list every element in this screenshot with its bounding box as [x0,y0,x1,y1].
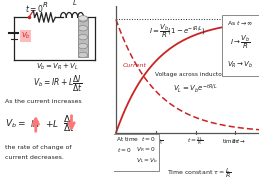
Ellipse shape [78,34,88,40]
Text: $V_b =$: $V_b =$ [5,117,25,130]
Text: $t=\frac{L}{R}$: $t=\frac{L}{R}$ [149,135,163,147]
Ellipse shape [78,17,88,22]
Text: $t = 0$: $t = 0$ [25,3,44,14]
Text: As $t \rightarrow \infty$: As $t \rightarrow \infty$ [227,19,253,27]
Text: $V_L = V_b e^{-tR/L}$: $V_L = V_b e^{-tR/L}$ [173,83,218,95]
Ellipse shape [78,16,88,21]
Text: $L$: $L$ [72,0,78,7]
Text: time $t \rightarrow$: time $t \rightarrow$ [222,137,245,145]
Text: As the current increases: As the current increases [5,99,81,104]
Text: $+ L$: $+ L$ [45,118,59,129]
Text: $V_R \rightarrow V_b$: $V_R \rightarrow V_b$ [227,60,254,70]
Ellipse shape [78,43,88,49]
Text: $V_R = 0$: $V_R = 0$ [136,145,156,154]
Text: $V_L = V_b$: $V_L = V_b$ [136,157,158,165]
Text: $V_b = IR + L\dfrac{\Delta I}{\Delta t}$: $V_b = IR + L\dfrac{\Delta I}{\Delta t}$ [33,73,83,94]
Text: $I = \dfrac{V_b}{R}\!\left(1-e^{-tR/L}\right)$: $I = \dfrac{V_b}{R}\!\left(1-e^{-tR/L}\r… [149,23,206,41]
Text: $I \rightarrow \dfrac{V_b}{R}$: $I \rightarrow \dfrac{V_b}{R}$ [230,33,251,51]
Text: $V_b$: $V_b$ [21,31,30,41]
Ellipse shape [78,25,88,31]
Text: Current: Current [123,63,147,68]
FancyBboxPatch shape [78,18,88,57]
Text: At time  $t = 0$: At time $t = 0$ [116,135,156,143]
Text: $t=\frac{2L}{R}$: $t=\frac{2L}{R}$ [187,135,204,147]
Text: $V_b = V_R + V_L$: $V_b = V_R + V_L$ [36,62,79,72]
Text: $R$: $R$ [42,0,48,9]
Text: current decreases.: current decreases. [5,155,63,160]
Text: $\dfrac{\Delta I}{\Delta t}$: $\dfrac{\Delta I}{\Delta t}$ [63,113,75,134]
Text: Voltage across inductor: Voltage across inductor [155,72,224,77]
Ellipse shape [78,52,88,58]
FancyBboxPatch shape [222,15,259,76]
Text: $3\tau$: $3\tau$ [231,137,240,145]
Text: $IR$: $IR$ [30,118,40,129]
Text: Time constant $\tau = \dfrac{L}{R}$: Time constant $\tau = \dfrac{L}{R}$ [167,166,231,180]
Text: $t = 0$: $t = 0$ [117,146,132,154]
Text: the rate of change of: the rate of change of [5,145,71,150]
FancyBboxPatch shape [113,134,159,171]
